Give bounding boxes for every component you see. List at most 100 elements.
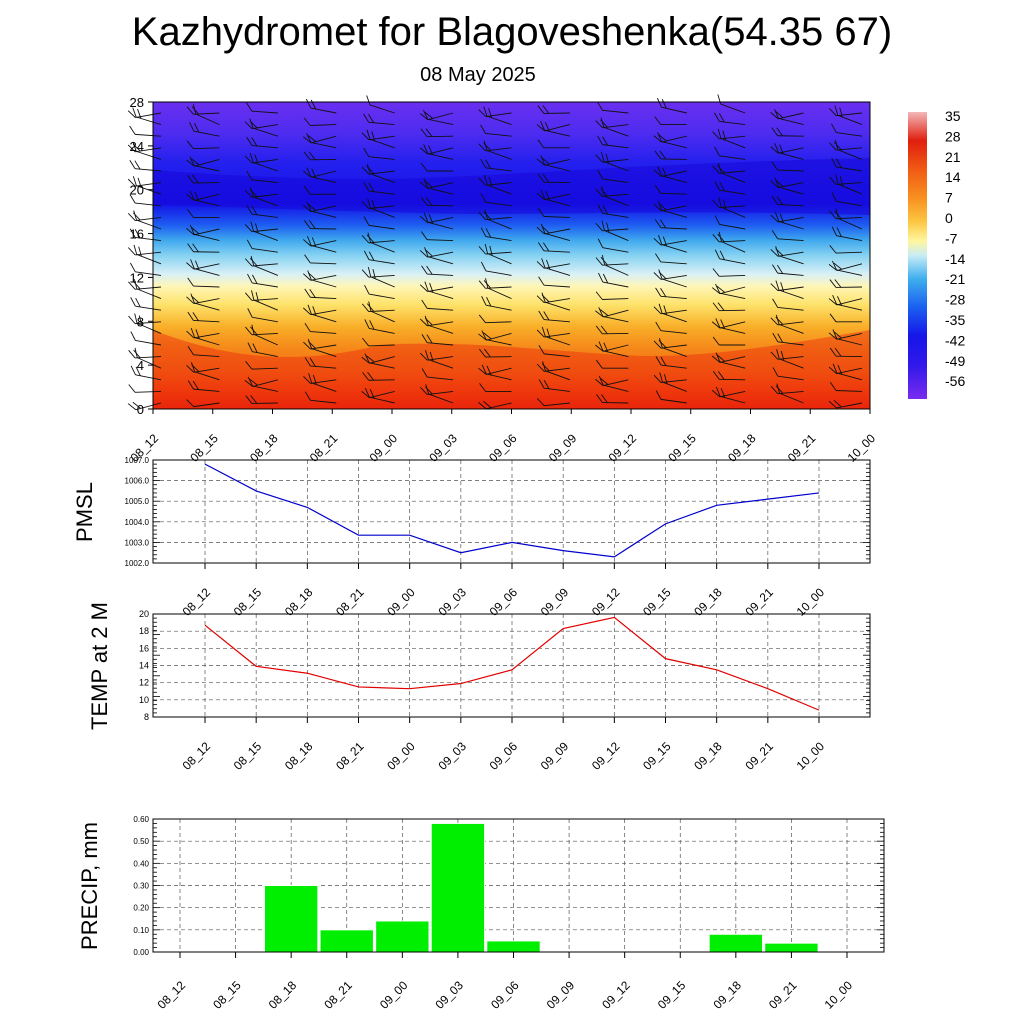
barb-shaft bbox=[719, 321, 746, 329]
barb-shaft bbox=[368, 274, 395, 278]
barb-feather bbox=[419, 284, 428, 292]
barb-shaft bbox=[368, 135, 395, 141]
barb-feather bbox=[831, 226, 837, 236]
barb-feather bbox=[306, 236, 312, 246]
barb-feather bbox=[186, 140, 194, 149]
barb-feather bbox=[478, 211, 486, 220]
barb-feather bbox=[599, 377, 609, 385]
barb-shaft bbox=[485, 251, 512, 255]
barb-shaft bbox=[719, 224, 746, 230]
wind-barb bbox=[831, 157, 863, 172]
barb-feather bbox=[366, 355, 375, 363]
barb-shaft bbox=[135, 374, 162, 381]
barb-feather bbox=[831, 123, 837, 133]
wind-barb bbox=[653, 271, 687, 280]
barb-shaft bbox=[719, 395, 746, 404]
barb-feather bbox=[772, 332, 779, 343]
barb-shaft bbox=[310, 210, 337, 218]
wind-barb bbox=[831, 123, 863, 137]
temp-grid bbox=[153, 613, 870, 718]
barb-feather bbox=[832, 363, 838, 374]
barb-shaft bbox=[135, 216, 162, 222]
wind-barb bbox=[770, 351, 804, 360]
barb-feather bbox=[129, 125, 136, 135]
barb-feather bbox=[657, 132, 662, 142]
barb-feather bbox=[421, 265, 428, 275]
barb-feather bbox=[717, 371, 725, 380]
ytick-label: 20 bbox=[139, 609, 149, 619]
barb-shaft bbox=[368, 170, 395, 175]
barb-shaft bbox=[719, 390, 746, 398]
xtick-label: 09_00 bbox=[384, 739, 418, 773]
barb-feather bbox=[424, 317, 433, 326]
barb-shaft bbox=[487, 253, 512, 265]
wind-barb bbox=[712, 199, 746, 209]
barb-feather bbox=[541, 225, 550, 234]
wind-barb bbox=[247, 376, 278, 392]
wind-barb bbox=[480, 158, 512, 172]
barb-shaft bbox=[836, 372, 863, 381]
barb-shaft bbox=[427, 286, 454, 292]
barb-shaft bbox=[193, 354, 220, 358]
wind-barb bbox=[128, 281, 162, 290]
barb-feather bbox=[302, 136, 312, 144]
barb-shaft bbox=[836, 182, 863, 185]
wind-barb bbox=[597, 135, 629, 149]
colorbar-label: -35 bbox=[945, 312, 965, 328]
barb-feather bbox=[363, 182, 370, 192]
barb-feather bbox=[771, 127, 778, 137]
barb-feather bbox=[364, 284, 370, 295]
barb-feather bbox=[424, 180, 433, 188]
ytick-label: 14 bbox=[139, 661, 149, 671]
barb-feather bbox=[655, 287, 662, 297]
wind-barb bbox=[246, 239, 278, 253]
barb-shaft bbox=[602, 384, 629, 392]
barb-feather bbox=[661, 98, 667, 109]
barb-feather bbox=[774, 177, 780, 188]
wind-barb bbox=[421, 334, 454, 346]
barb-feather bbox=[186, 174, 194, 184]
barb-feather bbox=[361, 200, 370, 209]
barb-feather bbox=[127, 213, 136, 221]
wind-barb bbox=[537, 139, 570, 149]
barb-feather bbox=[191, 364, 199, 372]
barb-feather bbox=[249, 257, 258, 266]
barb-feather bbox=[304, 391, 311, 401]
barb-shaft bbox=[719, 356, 746, 363]
barb-shaft bbox=[251, 263, 278, 267]
xtick-label: 09_15 bbox=[655, 978, 689, 1012]
wind-barb bbox=[537, 208, 570, 218]
wind-barb bbox=[712, 131, 746, 140]
barb-feather bbox=[135, 366, 141, 376]
barb-feather bbox=[653, 237, 662, 246]
ytick-label: 1007.0 bbox=[125, 456, 150, 465]
barb-shaft bbox=[193, 298, 220, 305]
barb-shaft bbox=[603, 309, 629, 318]
barb-feather bbox=[718, 113, 725, 123]
barb-feather bbox=[306, 167, 312, 177]
barb-shaft bbox=[135, 112, 162, 118]
barb-feather bbox=[658, 340, 667, 348]
barb-feather bbox=[772, 298, 779, 308]
barb-feather bbox=[187, 277, 194, 287]
barb-shaft bbox=[427, 118, 454, 126]
barb-feather bbox=[132, 143, 141, 152]
barb-feather bbox=[829, 279, 837, 288]
barb-feather bbox=[478, 314, 486, 323]
colorbar-label: 21 bbox=[945, 149, 961, 165]
barb-feather bbox=[714, 249, 721, 260]
barb-feather bbox=[772, 264, 779, 274]
barb-shaft bbox=[837, 183, 863, 195]
barb-feather bbox=[306, 201, 312, 212]
wind-barb bbox=[128, 349, 162, 359]
wind-barb bbox=[129, 125, 162, 137]
barb-shaft bbox=[544, 233, 571, 242]
wind-barb bbox=[654, 219, 687, 230]
xtick-label: 08_12 bbox=[180, 739, 214, 773]
wind-barb bbox=[595, 377, 629, 387]
barb-feather bbox=[419, 181, 429, 189]
barb-feather bbox=[654, 150, 662, 160]
wind-barb bbox=[421, 368, 454, 381]
wind-barb bbox=[419, 352, 454, 361]
barb-shaft bbox=[720, 172, 746, 184]
